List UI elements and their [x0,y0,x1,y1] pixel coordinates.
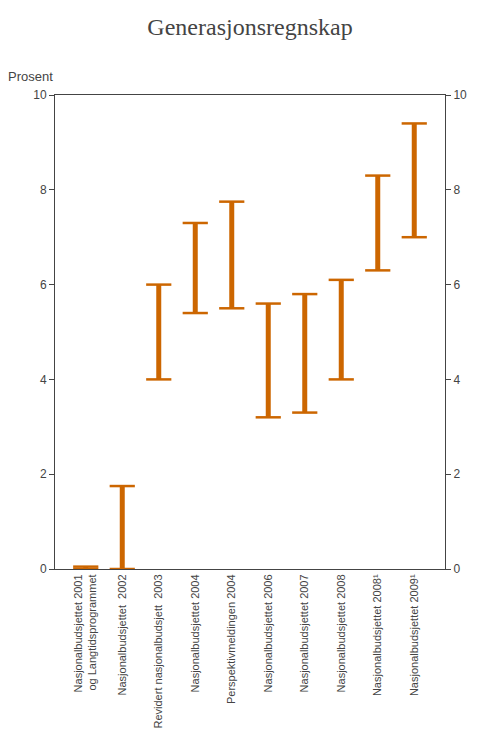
svg-text:0: 0 [453,562,460,576]
svg-text:6: 6 [40,278,47,292]
svg-text:8: 8 [453,183,460,197]
svg-text:Nasjonalbudsjettet 2008¹: Nasjonalbudsjettet 2008¹ [371,574,383,696]
svg-text:Generasjonsregnskap: Generasjonsregnskap [147,14,352,40]
svg-text:Nasjonalbudsjettet 2008: Nasjonalbudsjettet 2008 [335,574,347,692]
svg-text:Revidert nasjonalbudsjett 200: Revidert nasjonalbudsjett 2003 [152,574,164,728]
svg-text:4: 4 [453,373,460,387]
svg-text:Nasjonalbudsjettet 2001og Lang: Nasjonalbudsjettet 2001og Langtidsprogra… [72,574,98,692]
svg-text:Prosent: Prosent [8,69,53,84]
svg-text:10: 10 [453,88,467,102]
svg-text:0: 0 [40,562,47,576]
svg-text:Nasjonalbudsjettet 2007: Nasjonalbudsjettet 2007 [298,574,310,692]
svg-text:2: 2 [453,467,460,481]
svg-text:Perspektivmeldingen 2004: Perspektivmeldingen 2004 [225,574,237,704]
svg-text:Nasjonalbudsjettet 2002: Nasjonalbudsjettet 2002 [116,574,128,695]
svg-text:Nasjonalbudsjettet 2009¹: Nasjonalbudsjettet 2009¹ [408,574,420,696]
svg-text:Nasjonalbudsjettet 2004: Nasjonalbudsjettet 2004 [189,574,201,692]
svg-text:6: 6 [453,278,460,292]
svg-text:2: 2 [40,467,47,481]
svg-text:10: 10 [33,88,47,102]
svg-text:8: 8 [40,183,47,197]
svg-text:4: 4 [40,373,47,387]
svg-text:Nasjonalbudsjettet 2006: Nasjonalbudsjettet 2006 [262,574,274,692]
